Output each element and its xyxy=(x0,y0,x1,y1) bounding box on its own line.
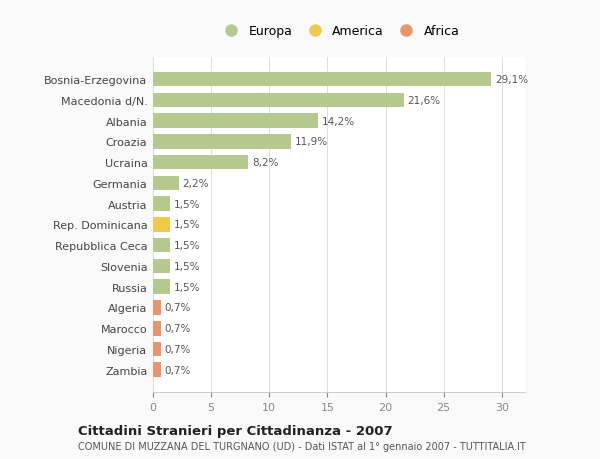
Legend: Europa, America, Africa: Europa, America, Africa xyxy=(213,20,465,43)
Bar xyxy=(153,156,248,170)
Bar xyxy=(153,301,161,315)
Text: 29,1%: 29,1% xyxy=(495,75,528,85)
Bar xyxy=(153,321,161,336)
Bar xyxy=(153,342,161,357)
Text: 8,2%: 8,2% xyxy=(252,158,278,168)
Text: Cittadini Stranieri per Cittadinanza - 2007: Cittadini Stranieri per Cittadinanza - 2… xyxy=(78,424,392,437)
Bar xyxy=(153,176,179,191)
Bar xyxy=(153,218,170,232)
Bar xyxy=(153,363,161,377)
Text: 14,2%: 14,2% xyxy=(322,116,355,126)
Text: 1,5%: 1,5% xyxy=(174,199,200,209)
Text: 1,5%: 1,5% xyxy=(174,220,200,230)
Text: 1,5%: 1,5% xyxy=(174,241,200,251)
Bar xyxy=(153,197,170,212)
Text: 0,7%: 0,7% xyxy=(164,344,191,354)
Text: 0,7%: 0,7% xyxy=(164,365,191,375)
Text: 0,7%: 0,7% xyxy=(164,324,191,334)
Text: 2,2%: 2,2% xyxy=(182,179,209,189)
Text: 1,5%: 1,5% xyxy=(174,282,200,292)
Bar xyxy=(153,93,404,108)
Bar xyxy=(153,73,491,87)
Text: 21,6%: 21,6% xyxy=(407,95,441,106)
Text: 1,5%: 1,5% xyxy=(174,261,200,271)
Bar xyxy=(153,114,318,129)
Text: 0,7%: 0,7% xyxy=(164,303,191,313)
Bar xyxy=(153,135,292,149)
Bar xyxy=(153,238,170,253)
Bar xyxy=(153,280,170,294)
Text: 11,9%: 11,9% xyxy=(295,137,328,147)
Bar xyxy=(153,259,170,274)
Text: COMUNE DI MUZZANA DEL TURGNANO (UD) - Dati ISTAT al 1° gennaio 2007 - TUTTITALIA: COMUNE DI MUZZANA DEL TURGNANO (UD) - Da… xyxy=(78,441,526,451)
